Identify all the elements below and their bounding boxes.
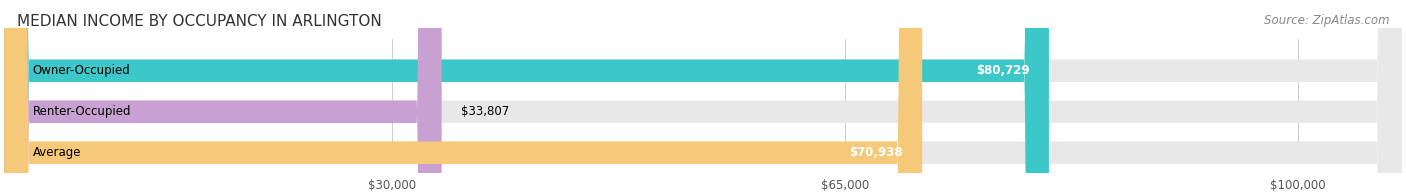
FancyBboxPatch shape [4, 0, 1049, 196]
Text: $70,938: $70,938 [849, 146, 903, 159]
FancyBboxPatch shape [4, 0, 922, 196]
Text: Renter-Occupied: Renter-Occupied [32, 105, 131, 118]
Text: Source: ZipAtlas.com: Source: ZipAtlas.com [1264, 14, 1389, 27]
FancyBboxPatch shape [4, 0, 441, 196]
Text: $33,807: $33,807 [461, 105, 509, 118]
FancyBboxPatch shape [4, 0, 1402, 196]
Text: $80,729: $80,729 [976, 64, 1029, 77]
Text: MEDIAN INCOME BY OCCUPANCY IN ARLINGTON: MEDIAN INCOME BY OCCUPANCY IN ARLINGTON [17, 14, 381, 29]
FancyBboxPatch shape [4, 0, 1402, 196]
Text: Average: Average [32, 146, 82, 159]
Text: Owner-Occupied: Owner-Occupied [32, 64, 131, 77]
FancyBboxPatch shape [4, 0, 1402, 196]
